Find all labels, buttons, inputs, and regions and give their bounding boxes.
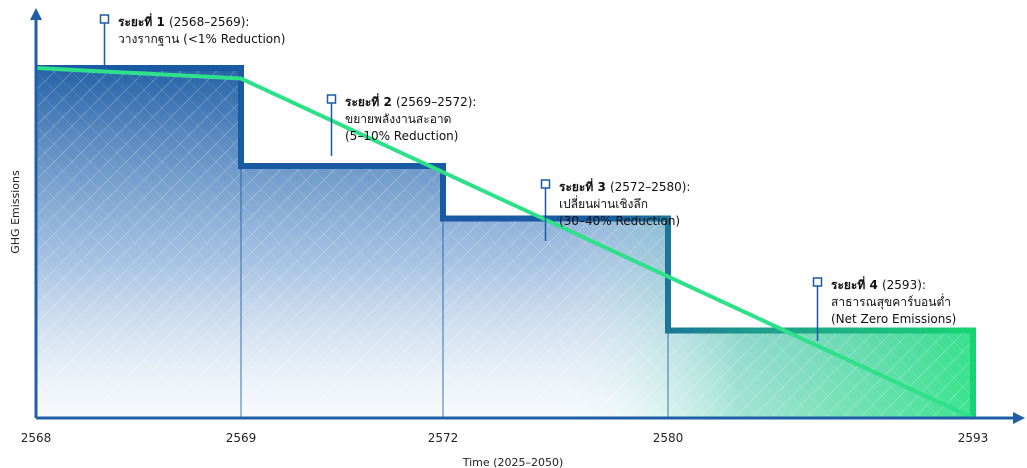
annotation-marker-icon <box>812 277 823 287</box>
y-axis <box>30 8 42 418</box>
phase-annotation-4: ระยะที่ 4 (2593):สาธารณสุขคาร์บอนต่ำ (Net… <box>812 276 956 341</box>
annotation-marker-icon <box>99 14 110 24</box>
annotation-title: ระยะที่ 4 (2593): <box>831 276 926 292</box>
x-tick-label: 2593 <box>958 431 989 445</box>
step-area <box>36 68 973 418</box>
trend-line <box>35 66 974 420</box>
annotation-line: (Net Zero Emissions) <box>831 312 956 326</box>
x-tick-labels: 2568 2569 2572 2580 2593 <box>21 431 989 445</box>
annotation-line: (30–40% Reduction) <box>559 214 680 228</box>
annotation-title: ระยะที่ 3 (2572–2580): <box>559 178 690 194</box>
step-area-layer-3 <box>36 68 973 418</box>
phase-dividers <box>240 166 669 418</box>
annotation-line: สาธารณสุขคาร์บอนต่ำ <box>831 293 951 310</box>
annotation-marker-icon <box>540 179 551 189</box>
x-axis <box>36 412 1025 424</box>
phase-annotations: ระยะที่ 1 (2568–2569): วางรากฐาน (<1% Red… <box>99 13 956 341</box>
phase-annotation-1: ระยะที่ 1 (2568–2569): วางรากฐาน (<1% Red… <box>99 13 285 66</box>
x-axis-title: Time (2025–2050) <box>462 456 564 468</box>
phase-annotation-3: ระยะที่ 3 (2572–2580):เปลี่ยนผ่านเชิงลึก… <box>540 178 690 241</box>
x-tick-label: 2572 <box>428 431 459 445</box>
y-axis-title: GHG Emissions <box>9 170 22 254</box>
x-axis-arrow-icon <box>1013 412 1025 424</box>
step-series-line <box>36 65 976 418</box>
annotation-line: ขยายพลังงานสะอาด <box>345 112 451 126</box>
annotation-line: วางรากฐาน (<1% Reduction) <box>118 32 285 46</box>
x-tick-label: 2568 <box>21 431 52 445</box>
annotation-line: (5–10% Reduction) <box>345 129 458 143</box>
annotation-marker-icon <box>326 94 337 104</box>
annotation-title: ระยะที่ 1 (2568–2569): <box>118 13 249 29</box>
annotation-line: เปลี่ยนผ่านเชิงลึก <box>559 195 648 211</box>
x-tick-label: 2580 <box>653 431 684 445</box>
y-axis-arrow-icon <box>30 8 42 20</box>
annotation-title: ระยะที่ 2 (2569–2572): <box>345 93 476 109</box>
x-tick-label: 2569 <box>226 431 257 445</box>
phase-annotation-2: ระยะที่ 2 (2569–2572): ขยายพลังงานสะอาด (5… <box>326 93 476 156</box>
